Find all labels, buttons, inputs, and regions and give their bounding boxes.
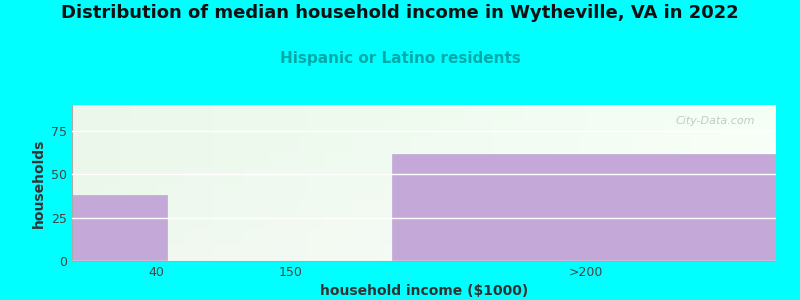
Bar	[392, 154, 776, 261]
Text: City-Data.com: City-Data.com	[675, 116, 755, 126]
Y-axis label: households: households	[31, 138, 46, 228]
Text: Hispanic or Latino residents: Hispanic or Latino residents	[279, 51, 521, 66]
Text: Distribution of median household income in Wytheville, VA in 2022: Distribution of median household income …	[61, 4, 739, 22]
Bar	[72, 195, 167, 261]
X-axis label: household income ($1000): household income ($1000)	[320, 284, 528, 298]
